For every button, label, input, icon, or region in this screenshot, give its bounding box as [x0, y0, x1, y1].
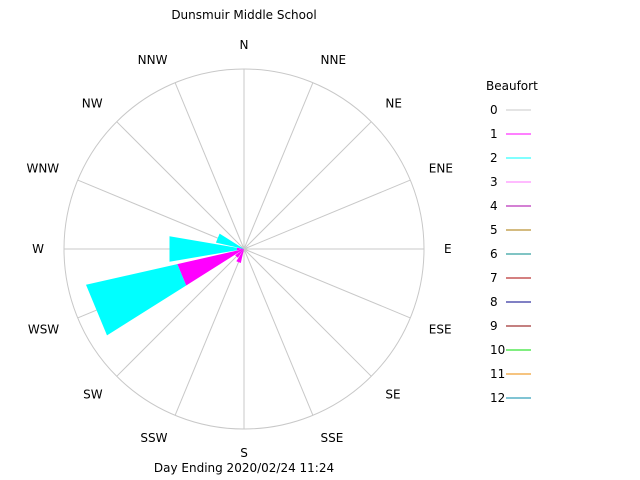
legend-label-6: 6	[490, 247, 498, 261]
legend-label-9: 9	[490, 319, 498, 333]
direction-label-s: S	[240, 446, 248, 460]
spoke-ssw	[174, 248, 245, 416]
direction-label-wnw: WNW	[26, 162, 59, 176]
wedge-wsw-beaufort-2	[86, 264, 187, 336]
legend-label-1: 1	[490, 127, 498, 141]
legend-label-4: 4	[490, 199, 498, 213]
direction-label-nnw: NNW	[138, 53, 168, 67]
spoke-wnw	[77, 179, 245, 250]
legend-label-3: 3	[490, 175, 498, 189]
legend-label-12: 12	[490, 391, 505, 405]
wedge-w-beaufort-2	[169, 236, 237, 262]
wedge-wsw-beaufort-1	[177, 249, 244, 286]
direction-label-e: E	[444, 242, 452, 256]
wedge-ssw-beaufort-1	[236, 249, 244, 263]
legend-label-11: 11	[490, 367, 505, 381]
spoke-ene	[243, 179, 411, 250]
chart-title: Dunsmuir Middle School	[171, 8, 316, 22]
spoke-nnw	[174, 82, 245, 250]
direction-label-nne: NNE	[321, 53, 347, 67]
direction-label-w: W	[32, 242, 44, 256]
spoke-nne	[243, 82, 314, 250]
spoke-sse	[243, 248, 314, 416]
legend-title: Beaufort	[486, 79, 538, 93]
legend-label-0: 0	[490, 103, 498, 117]
wedge-sw-beaufort-1	[235, 249, 244, 258]
direction-label-sse: SSE	[321, 431, 344, 445]
spoke-se	[243, 248, 372, 377]
spoke-sw	[116, 248, 245, 377]
direction-label-ese: ESE	[429, 323, 452, 337]
spoke-ese	[243, 248, 411, 319]
legend-label-7: 7	[490, 271, 498, 285]
legend-label-10: 10	[490, 343, 505, 357]
direction-label-nw: NW	[82, 97, 103, 111]
direction-label-wsw: WSW	[28, 323, 59, 337]
direction-labels: N NNE NE ENE E ESE SE SSE S SSW SW WSW W WNW NW NNW	[26, 38, 452, 460]
direction-label-sw: SW	[83, 387, 103, 401]
legend-label-8: 8	[490, 295, 498, 309]
direction-label-ene: ENE	[429, 162, 453, 176]
spoke-nw	[116, 121, 245, 250]
direction-label-ne: NE	[385, 97, 402, 111]
spoke-ne	[243, 121, 372, 250]
legend-label-2: 2	[490, 151, 498, 165]
wind-wedges	[86, 233, 244, 336]
direction-label-ssw: SSW	[140, 431, 167, 445]
chart-footer: Day Ending 2020/02/24 11:24	[154, 461, 334, 475]
wedge-wnw-beaufort-2	[215, 233, 244, 249]
direction-label-n: N	[240, 38, 249, 52]
wedge-w-beaufort-1	[236, 247, 244, 251]
direction-label-se: SE	[385, 387, 400, 401]
legend-label-5: 5	[490, 223, 498, 237]
